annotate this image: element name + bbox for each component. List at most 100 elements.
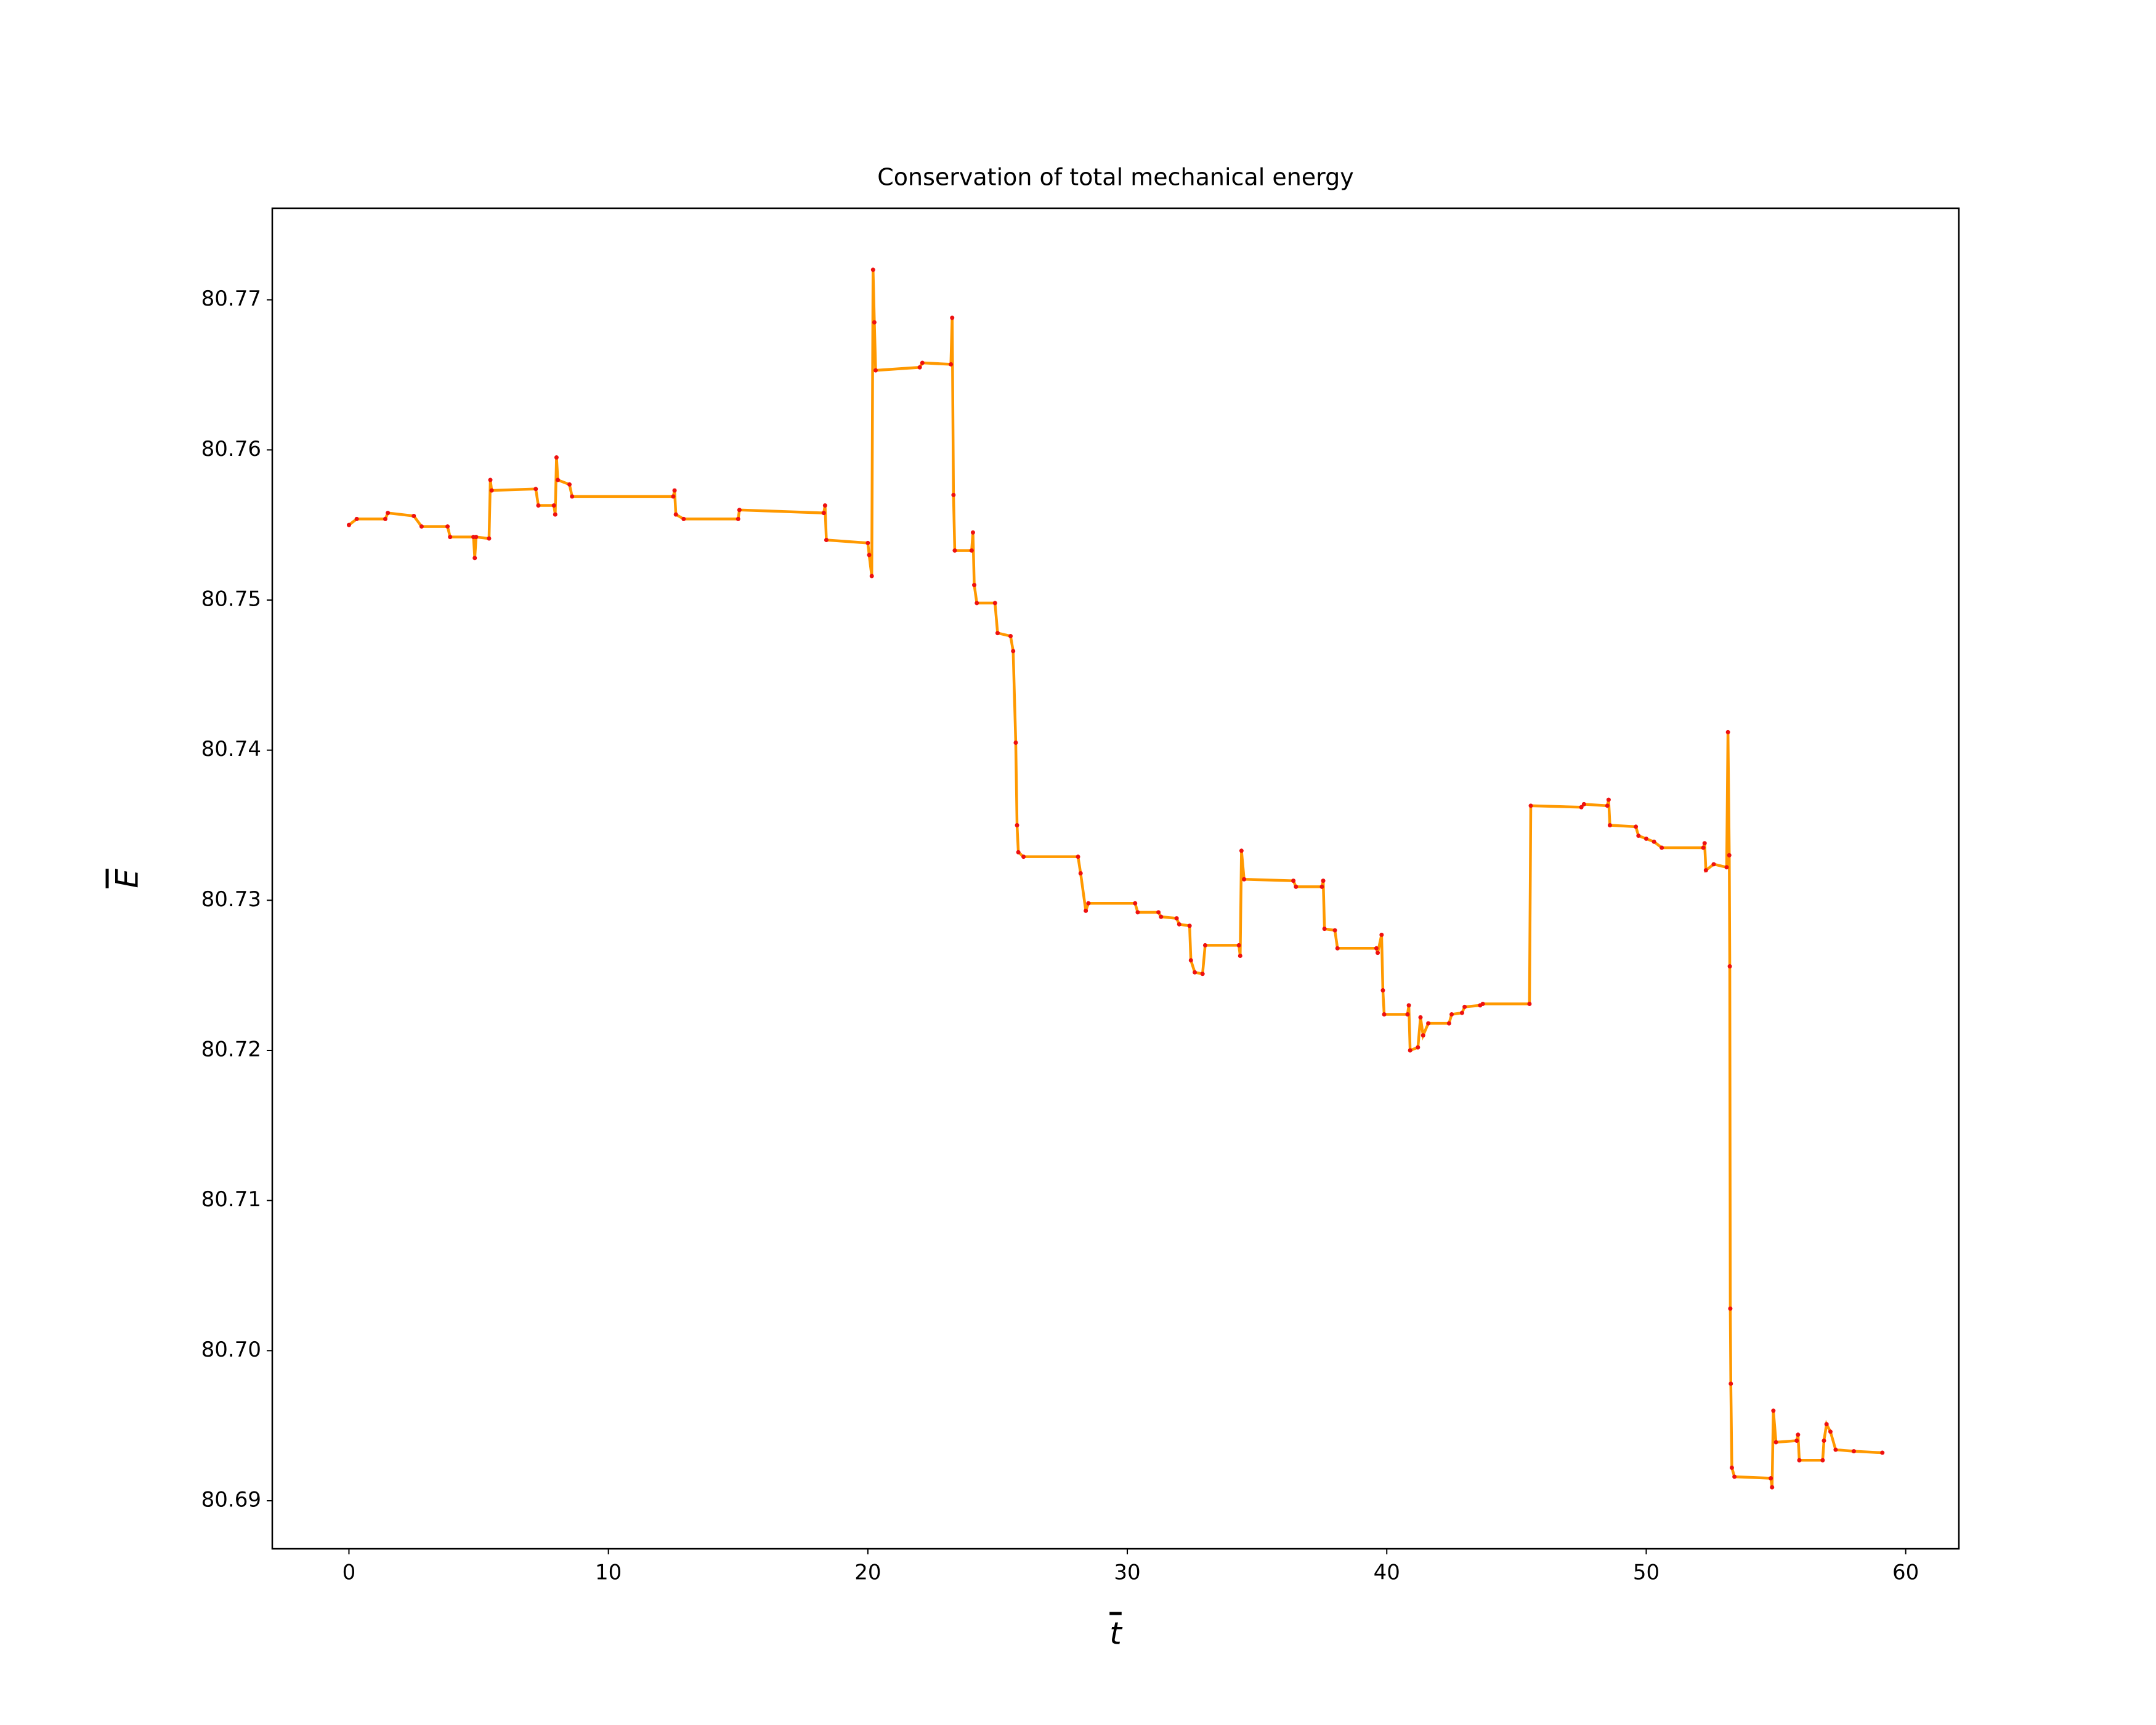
x-tick-label: 30 (1114, 1561, 1140, 1585)
data-point (489, 488, 494, 493)
data-point (1086, 901, 1091, 906)
data-point (865, 540, 870, 545)
y-tick-label: 80.69 (201, 1488, 261, 1512)
data-point (972, 583, 977, 588)
data-point (1159, 914, 1164, 919)
data-point (1820, 1458, 1825, 1463)
data-point (1833, 1447, 1838, 1452)
x-tick-label: 40 (1374, 1561, 1400, 1585)
y-tick-label: 80.74 (201, 737, 261, 761)
data-point (1459, 1010, 1464, 1015)
data-point (570, 494, 575, 499)
data-point (1188, 958, 1193, 963)
data-point (1021, 854, 1026, 859)
data-point (553, 512, 557, 517)
data-point (1379, 932, 1384, 937)
data-point (949, 362, 954, 367)
data-point (383, 516, 387, 521)
data-point (1636, 834, 1641, 838)
data-point (1406, 1003, 1411, 1008)
data-point (1651, 839, 1656, 844)
data-point (533, 487, 538, 492)
data-point (1711, 862, 1716, 867)
x-tick-label: 20 (854, 1561, 881, 1585)
data-point (995, 631, 1000, 636)
data-point (1660, 845, 1664, 850)
data-point (1446, 1021, 1451, 1026)
data-point (1174, 916, 1179, 921)
data-point (1449, 1012, 1454, 1017)
data-point (1200, 972, 1205, 976)
data-point (1769, 1475, 1773, 1480)
data-point (1376, 951, 1380, 956)
data-point (920, 360, 925, 365)
x-tick-label: 0 (342, 1561, 356, 1585)
data-point (386, 511, 391, 516)
data-point (1239, 848, 1244, 853)
data-point (1727, 964, 1732, 969)
data-point (1703, 868, 1708, 873)
data-point (673, 512, 678, 517)
x-tick-label: 50 (1633, 1561, 1660, 1585)
data-point (873, 368, 878, 373)
data-point (1322, 927, 1327, 932)
data-point (1527, 1001, 1532, 1006)
data-point (487, 536, 492, 541)
data-point (1822, 1439, 1826, 1443)
data-point (1579, 805, 1584, 810)
data-point (975, 601, 979, 606)
data-point (346, 522, 351, 527)
data-point (736, 516, 740, 521)
data-point (1880, 1450, 1885, 1455)
data-point (1796, 1432, 1801, 1437)
y-axis-label: E (110, 869, 145, 888)
data-point (1084, 908, 1088, 913)
data-point (1462, 1004, 1467, 1009)
y-tick-label: 80.73 (201, 887, 261, 912)
data-point (824, 538, 829, 543)
y-tick-label: 80.71 (201, 1187, 261, 1212)
data-point (1416, 1045, 1420, 1050)
data-point (1727, 853, 1732, 858)
data-point (1008, 633, 1013, 638)
data-point (1728, 1306, 1733, 1311)
data-point (1794, 1439, 1799, 1443)
data-point (917, 365, 922, 370)
data-point (448, 535, 453, 540)
data-point (1643, 836, 1648, 841)
data-point (822, 503, 827, 508)
data-point (1374, 946, 1379, 951)
x-tick-label: 10 (595, 1561, 622, 1585)
y-tick-label: 80.77 (201, 286, 261, 311)
data-point (992, 601, 997, 606)
data-point (474, 535, 479, 540)
data-point (551, 503, 556, 508)
y-tick-label: 80.76 (201, 437, 261, 461)
data-point (1606, 797, 1611, 802)
data-point (1380, 988, 1385, 993)
data-point (1480, 1001, 1485, 1006)
x-axis-label: t (1109, 1616, 1123, 1652)
data-point (1771, 1408, 1776, 1413)
data-point (1202, 943, 1207, 948)
data-point (1294, 884, 1299, 889)
data-point (1078, 871, 1083, 875)
data-point (681, 516, 686, 521)
data-point (1426, 1021, 1431, 1026)
data-point (1773, 1440, 1778, 1445)
data-point (1177, 922, 1181, 927)
data-point (1133, 901, 1138, 906)
data-point (872, 320, 877, 325)
data-point (1770, 1485, 1775, 1490)
data-point (952, 548, 957, 553)
data-point (1851, 1449, 1856, 1454)
y-tick-label: 80.72 (201, 1037, 261, 1062)
data-point (1701, 845, 1706, 850)
data-point (1238, 953, 1242, 958)
data-point (1135, 910, 1140, 915)
data-point (1236, 943, 1241, 948)
data-point (737, 508, 742, 513)
data-point (1319, 884, 1324, 889)
data-point (1321, 879, 1326, 883)
